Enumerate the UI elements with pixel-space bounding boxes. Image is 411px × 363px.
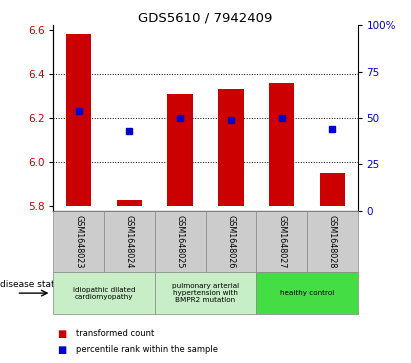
Text: GSM1648027: GSM1648027: [277, 215, 286, 268]
Bar: [319, 173, 345, 206]
Bar: [66, 34, 91, 206]
Text: percentile rank within the sample: percentile rank within the sample: [76, 345, 218, 354]
Text: pulmonary arterial
hypertension with
BMPR2 mutation: pulmonary arterial hypertension with BMP…: [172, 283, 239, 303]
Text: ■: ■: [58, 344, 67, 355]
Title: GDS5610 / 7942409: GDS5610 / 7942409: [139, 11, 272, 24]
Bar: [117, 200, 142, 206]
Text: GSM1648023: GSM1648023: [74, 215, 83, 268]
Text: GSM1648024: GSM1648024: [125, 215, 134, 268]
Bar: [218, 89, 243, 206]
Text: healthy control: healthy control: [280, 290, 334, 296]
Text: idiopathic dilated
cardiomyopathy: idiopathic dilated cardiomyopathy: [73, 287, 136, 299]
Text: ■: ■: [58, 329, 67, 339]
Text: GSM1648028: GSM1648028: [328, 215, 337, 268]
Text: transformed count: transformed count: [76, 330, 154, 338]
Bar: [269, 83, 294, 206]
Text: GSM1648026: GSM1648026: [226, 215, 236, 268]
Text: disease state: disease state: [0, 280, 60, 289]
Text: GSM1648025: GSM1648025: [175, 215, 185, 268]
Bar: [168, 94, 193, 206]
